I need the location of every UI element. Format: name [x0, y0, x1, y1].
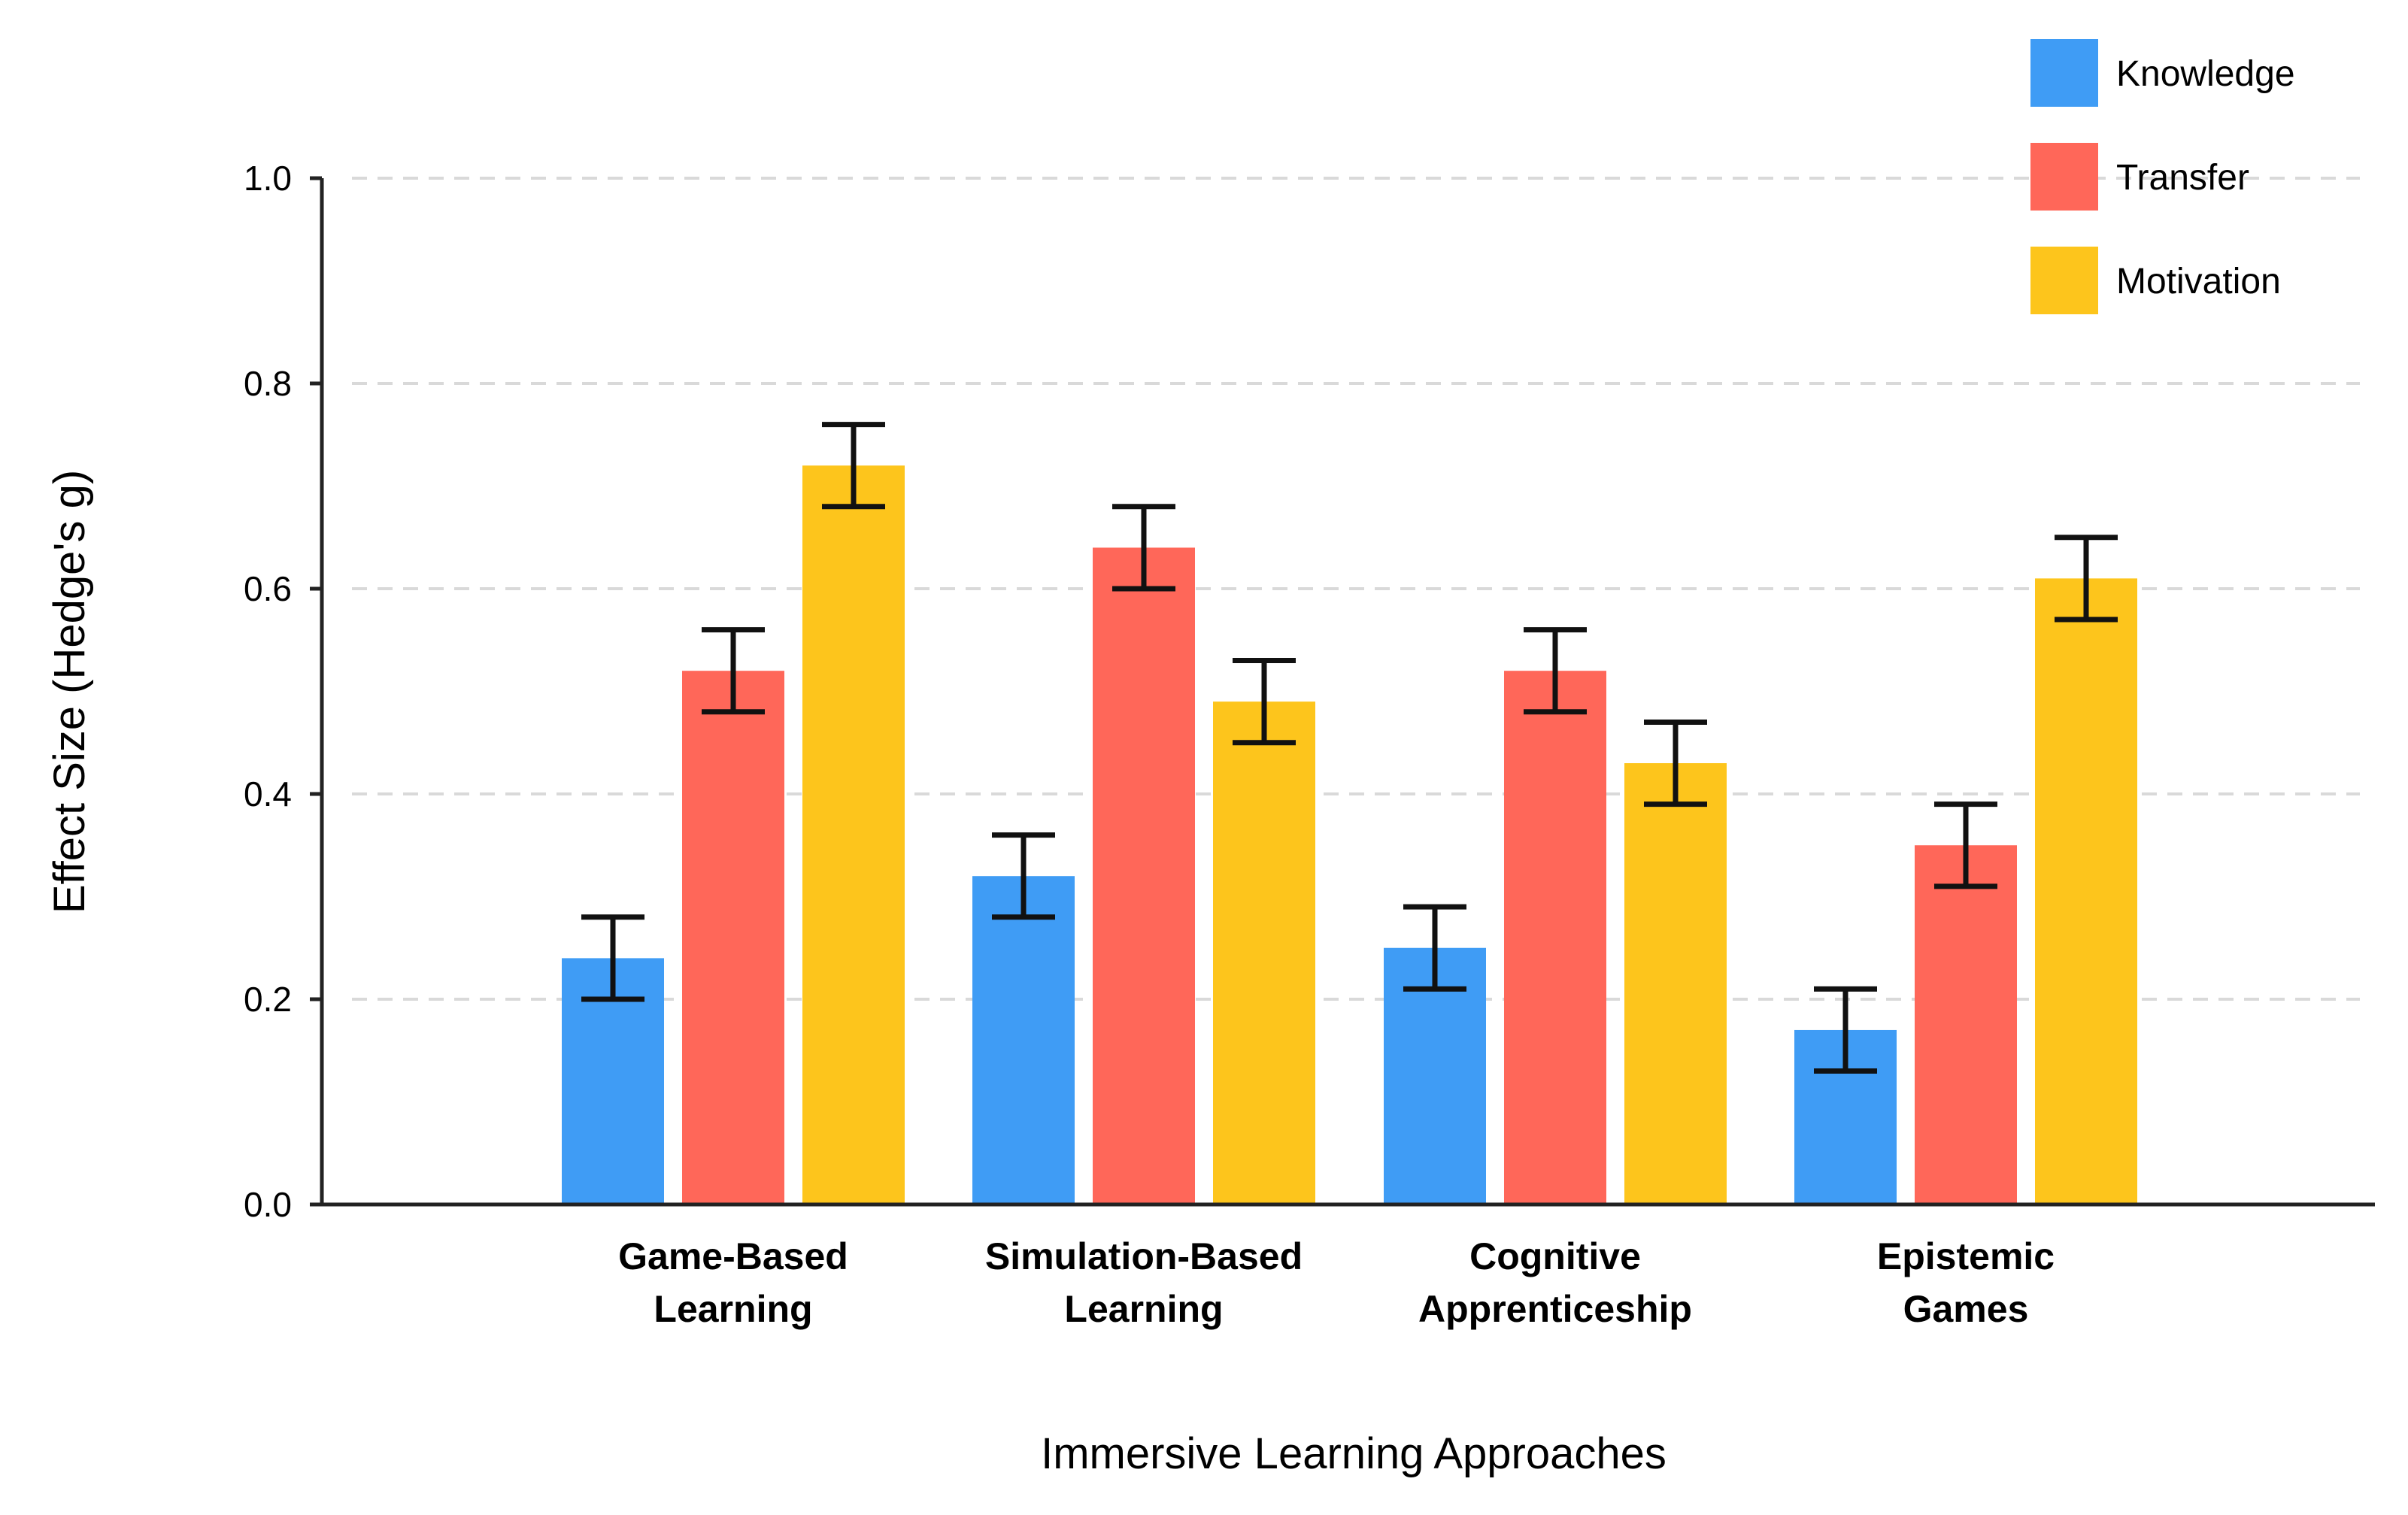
y-tick-label: 0.0 — [244, 1185, 292, 1224]
y-tick-label: 0.4 — [244, 774, 292, 814]
axes — [320, 178, 2375, 1207]
legend-swatch — [2030, 247, 2098, 314]
x-axis-title: Immersive Learning Approaches — [1041, 1429, 1666, 1478]
legend-item-motivation: Motivation — [2030, 247, 2281, 314]
error-bar-knowledge-3 — [1814, 986, 1877, 1074]
bar-transfer-3 — [1915, 845, 2017, 1204]
bar-transfer-1 — [1093, 547, 1195, 1204]
error-bar-motivation-1 — [1233, 658, 1296, 746]
legend-item-transfer: Transfer — [2030, 143, 2249, 211]
error-bar-transfer-0 — [702, 627, 765, 715]
x-category-label: Epistemic Games — [1877, 1235, 2055, 1330]
error-bar-knowledge-0 — [581, 914, 644, 1002]
legend-swatch — [2030, 39, 2098, 107]
error-bar-knowledge-2 — [1403, 904, 1466, 992]
x-category-label: Cognitive Apprenticeship — [1418, 1235, 1692, 1330]
x-category-label: Simulation-Based Learning — [985, 1235, 1303, 1330]
bar-motivation-1 — [1213, 701, 1315, 1204]
error-bar-transfer-1 — [1112, 504, 1175, 592]
error-bar-motivation-2 — [1644, 719, 1707, 807]
y-tick-label: 0.6 — [244, 569, 292, 608]
bars — [562, 465, 2137, 1204]
error-bar-transfer-2 — [1524, 627, 1587, 715]
bar-transfer-0 — [682, 671, 784, 1204]
bar-motivation-3 — [2035, 578, 2137, 1204]
x-category-label: Game-Based Learning — [618, 1235, 848, 1330]
error-bar-motivation-3 — [2055, 535, 2118, 623]
error-bar-motivation-0 — [822, 422, 885, 510]
legend-swatch — [2030, 143, 2098, 211]
bar-knowledge-1 — [972, 876, 1075, 1204]
error-bar-transfer-3 — [1934, 801, 1997, 889]
y-tick-label: 0.2 — [244, 980, 292, 1019]
x-category-labels: Game-Based Learning Simulation-Based Learni… — [618, 1235, 2055, 1330]
legend-label: Knowledge — [2116, 54, 2295, 94]
bar-motivation-0 — [802, 465, 905, 1204]
legend-item-knowledge: Knowledge — [2030, 39, 2295, 107]
y-axis-title: Effect Size (Hedge's g) — [45, 470, 94, 914]
bar-motivation-2 — [1624, 763, 1727, 1204]
y-tick-labels: 0.0 0.2 0.4 0.6 0.8 1.0 — [244, 159, 322, 1224]
y-tick-label: 1.0 — [244, 159, 292, 198]
error-bars — [581, 422, 2118, 1074]
legend-label: Transfer — [2116, 158, 2249, 198]
y-tick-label: 0.8 — [244, 364, 292, 403]
legend-label: Motivation — [2116, 262, 2281, 301]
bar-transfer-2 — [1504, 671, 1606, 1204]
error-bar-knowledge-1 — [992, 832, 1055, 920]
legend: Knowledge Transfer Motivation — [2030, 39, 2295, 314]
